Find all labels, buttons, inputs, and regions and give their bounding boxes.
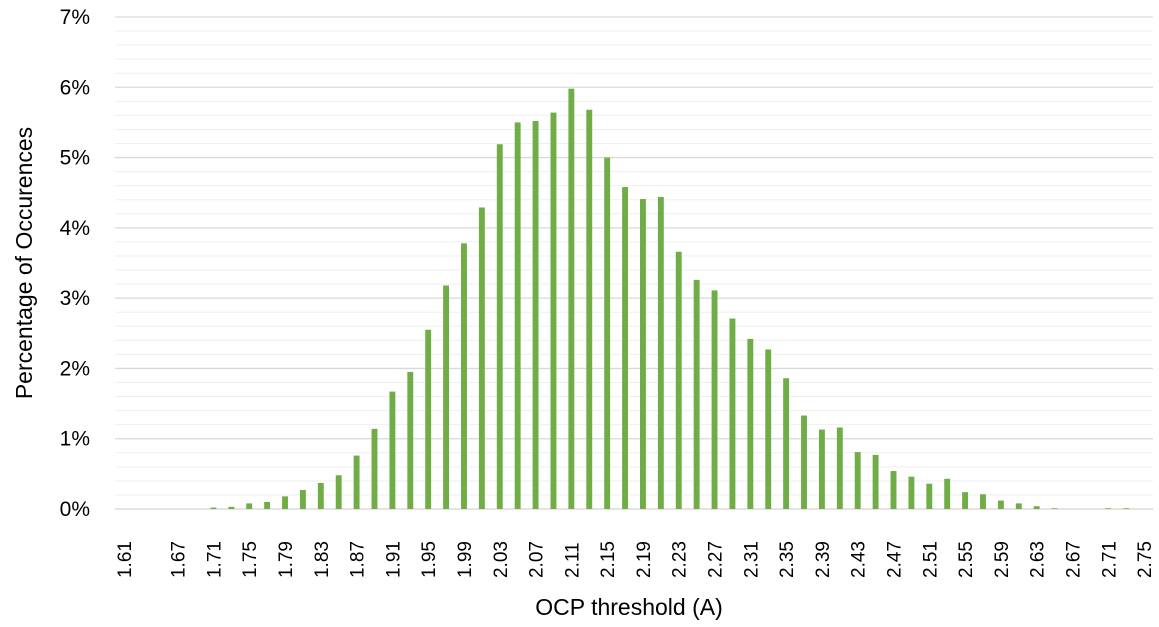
bar-2.73	[1123, 508, 1130, 509]
x-tick-label: 1.87	[348, 541, 369, 578]
bar-1.79	[282, 496, 288, 509]
y-tick-label: 5%	[60, 147, 90, 170]
bar-1.81	[299, 490, 306, 509]
x-tick-label: 2.71	[1099, 541, 1120, 578]
bar-2.15	[604, 157, 611, 510]
x-tick-label: 2.63	[1028, 541, 1049, 578]
bar-1.85	[335, 475, 342, 509]
bar-2.41	[836, 427, 843, 509]
x-tick-label: 2.27	[706, 541, 727, 578]
bar-2.13	[586, 109, 593, 509]
bar-2.65	[1051, 508, 1058, 509]
bar-2.09	[550, 112, 557, 510]
x-tick-label: 1.95	[419, 541, 440, 578]
bar-2.17	[622, 187, 629, 509]
bar-2.49	[908, 476, 915, 509]
x-tick-label: 2.19	[634, 541, 655, 578]
y-tick-label: 4%	[60, 217, 90, 240]
bar-2.27	[711, 290, 718, 509]
bar-2.55	[962, 492, 969, 509]
x-axis-title: OCP threshold (A)	[535, 594, 722, 620]
bar-2.37	[801, 415, 807, 509]
bar-1.99	[461, 243, 467, 509]
bar-2.33	[765, 349, 772, 509]
bar-2.39	[818, 429, 825, 509]
bar-2.51	[926, 483, 933, 509]
bar-2.05	[514, 122, 521, 509]
x-tick-label: 1.61	[115, 541, 136, 578]
y-tick-label: 0%	[60, 498, 90, 521]
bar-2.47	[890, 471, 897, 509]
y-tick-label: 6%	[60, 76, 90, 99]
bar-2.59	[997, 500, 1004, 509]
bar-1.91	[389, 391, 396, 509]
bar-2.01	[478, 207, 485, 509]
bar-2.45	[872, 454, 879, 509]
bar-2.19	[639, 199, 646, 510]
bar-2.61	[1015, 503, 1022, 509]
bar-2.63	[1033, 506, 1040, 509]
x-tick-label: 2.03	[491, 541, 512, 578]
x-tick-label: 2.43	[849, 541, 870, 578]
bar-1.95	[425, 329, 432, 509]
bar-2.07	[532, 121, 539, 509]
bar-2.71	[1105, 508, 1112, 509]
bar-2.53	[944, 478, 951, 509]
bar-1.87	[353, 455, 360, 509]
bar-2.25	[693, 279, 700, 509]
bar-2.29	[729, 318, 736, 509]
x-tick-label: 2.47	[885, 541, 906, 578]
bar-2.11	[568, 88, 575, 509]
bar-2.43	[854, 452, 861, 509]
bar-2.57	[980, 494, 986, 509]
x-tick-label: 1.83	[312, 541, 333, 578]
x-tick-label: 1.91	[383, 541, 404, 578]
x-tick-label: 2.35	[777, 541, 798, 578]
x-tick-label: 2.11	[562, 542, 583, 578]
bars	[210, 88, 1130, 510]
bar-1.83	[317, 482, 324, 509]
bar-1.97	[443, 285, 450, 509]
y-tick-label: 2%	[60, 357, 90, 380]
bar-2.03	[496, 144, 503, 509]
x-tick-label: 2.15	[598, 541, 619, 578]
x-tick-label: 2.39	[813, 541, 834, 578]
x-tick-label: 2.55	[956, 541, 977, 578]
x-tick-label: 1.99	[455, 541, 476, 578]
bar-2.23	[675, 251, 682, 510]
x-tick-label: 2.51	[920, 541, 941, 578]
y-tick-label: 1%	[60, 428, 90, 451]
x-tick-label: 2.59	[992, 541, 1013, 578]
x-tick-label: 1.75	[240, 541, 261, 578]
gridlines	[115, 16, 1153, 510]
y-axis-title: Percentage of Occurences	[11, 127, 37, 399]
x-tick-labels: 1.61 1.67 1.71 1.75 1.79 1.83 1.87 1.91 1.95 1.99…	[115, 541, 1156, 578]
x-tick-label: 2.67	[1063, 541, 1084, 578]
x-tick-label: 1.67	[169, 541, 190, 578]
bar-1.73	[228, 506, 235, 509]
bar-2.21	[657, 196, 664, 509]
x-tick-label: 1.79	[276, 541, 297, 578]
x-tick-label: 1.71	[204, 541, 225, 578]
y-tick-label: 3%	[60, 287, 90, 310]
bar-2.35	[783, 378, 790, 509]
bar-2.31	[747, 338, 754, 509]
bar-1.93	[407, 371, 414, 509]
x-tick-label: 2.23	[670, 541, 691, 578]
bar-1.75	[246, 503, 253, 509]
bar-1.89	[371, 428, 378, 509]
bar-1.77	[264, 501, 271, 509]
x-tick-label: 2.07	[527, 541, 548, 578]
x-tick-label: 2.31	[741, 541, 762, 578]
y-tick-label: 7%	[60, 6, 90, 29]
y-tick-labels: 0% 1% 2% 3% 4% 5% 6% 7%	[60, 6, 90, 521]
x-tick-label: 2.75	[1135, 541, 1156, 578]
bar-1.71	[210, 507, 217, 509]
